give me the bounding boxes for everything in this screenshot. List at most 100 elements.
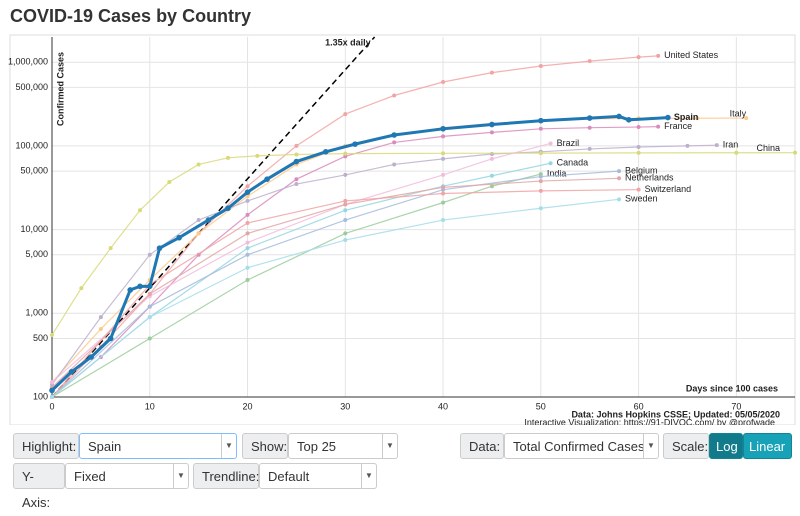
series-label: Brazil: [557, 138, 580, 148]
data-point: [636, 145, 641, 150]
data-point: [294, 152, 299, 157]
data-point: [441, 79, 446, 84]
data-point: [538, 64, 543, 69]
y-axis-title: Confirmed Cases: [55, 52, 65, 126]
trendline-select[interactable]: Default ▼: [259, 463, 377, 489]
data-point: [147, 292, 152, 297]
data-point: [205, 217, 212, 223]
data-value: Total Confirmed Cases: [513, 439, 645, 454]
x-tick-label: 30: [340, 401, 350, 411]
data-point: [98, 315, 103, 320]
data-point: [538, 126, 543, 131]
x-tick-label: 20: [243, 401, 253, 411]
data-point: [98, 326, 103, 331]
data-point: [245, 265, 250, 270]
show-label: Show:: [242, 433, 288, 459]
data-point: [225, 205, 231, 212]
data-point: [322, 149, 329, 155]
data-point: [294, 177, 299, 182]
y-tick-label: 100: [33, 391, 48, 401]
yaxis-value: Fixed: [74, 469, 106, 484]
data-point: [245, 198, 250, 203]
yaxis-select[interactable]: Fixed ▼: [65, 463, 189, 489]
data-point: [392, 140, 397, 145]
data-point: [196, 218, 201, 223]
data-point: [343, 238, 348, 243]
credit-note: Interactive Visualization: https://91-DI…: [524, 417, 781, 425]
data-point: [245, 220, 250, 225]
data-point: [146, 283, 153, 290]
data-point: [343, 218, 348, 223]
data-point: [50, 333, 54, 338]
data-point: [636, 55, 641, 60]
data-point: [245, 246, 250, 251]
data-point: [714, 143, 719, 148]
scale-log-button[interactable]: Log: [709, 433, 743, 459]
y-tick-label: 1,000,000: [8, 57, 48, 67]
data-point: [245, 277, 250, 282]
data-point: [489, 156, 494, 161]
data-point: [626, 117, 632, 123]
series-label: Canada: [557, 158, 589, 168]
data-point: [343, 208, 348, 213]
data-point: [127, 287, 134, 293]
source-note: Data: Johns Hopkins CSSE; Updated: 05/05…: [571, 409, 780, 419]
data-point: [137, 283, 143, 290]
data-point: [343, 172, 348, 177]
data-point: [264, 176, 270, 183]
data-point: [656, 53, 661, 58]
data-point: [343, 112, 348, 117]
trendline-label: 1.35x daily: [325, 37, 371, 47]
data-point: [294, 143, 299, 148]
y-tick-label: 100,000: [15, 140, 48, 150]
data-point: [636, 150, 641, 155]
data-point: [548, 141, 553, 146]
series-label: China: [756, 143, 780, 153]
data-point: [108, 246, 113, 251]
x-tick-label: 10: [145, 401, 155, 411]
highlight-select[interactable]: Spain ▼: [79, 433, 237, 459]
y-tick-label: 1,000: [25, 308, 48, 318]
data-point: [616, 113, 622, 120]
data-point: [441, 134, 446, 139]
show-select[interactable]: Top 25 ▼: [288, 433, 398, 459]
data-point: [137, 208, 142, 213]
data-point: [665, 114, 671, 121]
data-point: [489, 70, 494, 75]
series-line: [51, 126, 659, 398]
series-label: Sweden: [625, 194, 658, 204]
data-point: [88, 354, 94, 360]
data-point: [441, 172, 446, 177]
highlight-label: Highlight:: [13, 433, 79, 459]
x-tick-label: 50: [536, 401, 546, 411]
data-point: [636, 125, 641, 130]
data-point: [245, 252, 250, 257]
y-tick-label: 500,000: [15, 82, 48, 92]
scale-linear-button[interactable]: Linear: [743, 433, 792, 459]
data-point: [294, 182, 299, 187]
data-point: [79, 286, 84, 291]
series-label: United States: [664, 50, 719, 60]
data-select[interactable]: Total Confirmed Cases ▼: [504, 433, 659, 459]
scale-label: Scale:: [663, 433, 709, 459]
data-point: [538, 206, 543, 211]
data-point: [147, 336, 152, 341]
data-point: [440, 126, 446, 132]
data-point: [225, 155, 230, 160]
data-point: [586, 115, 593, 121]
data-point: [489, 152, 494, 157]
data-point: [147, 252, 152, 257]
y-tick-label: 50,000: [20, 165, 48, 175]
data-point: [441, 200, 446, 205]
data-point: [538, 179, 543, 184]
data-label: Data:: [460, 433, 504, 459]
data-point: [245, 231, 250, 236]
series-label: Switzerland: [645, 184, 692, 194]
y-tick-label: 500: [33, 333, 48, 343]
data-point: [793, 150, 797, 155]
data-point: [587, 59, 592, 64]
data-point: [744, 116, 749, 121]
data-point: [244, 189, 251, 195]
data-point: [656, 124, 661, 129]
data-point: [343, 202, 348, 207]
